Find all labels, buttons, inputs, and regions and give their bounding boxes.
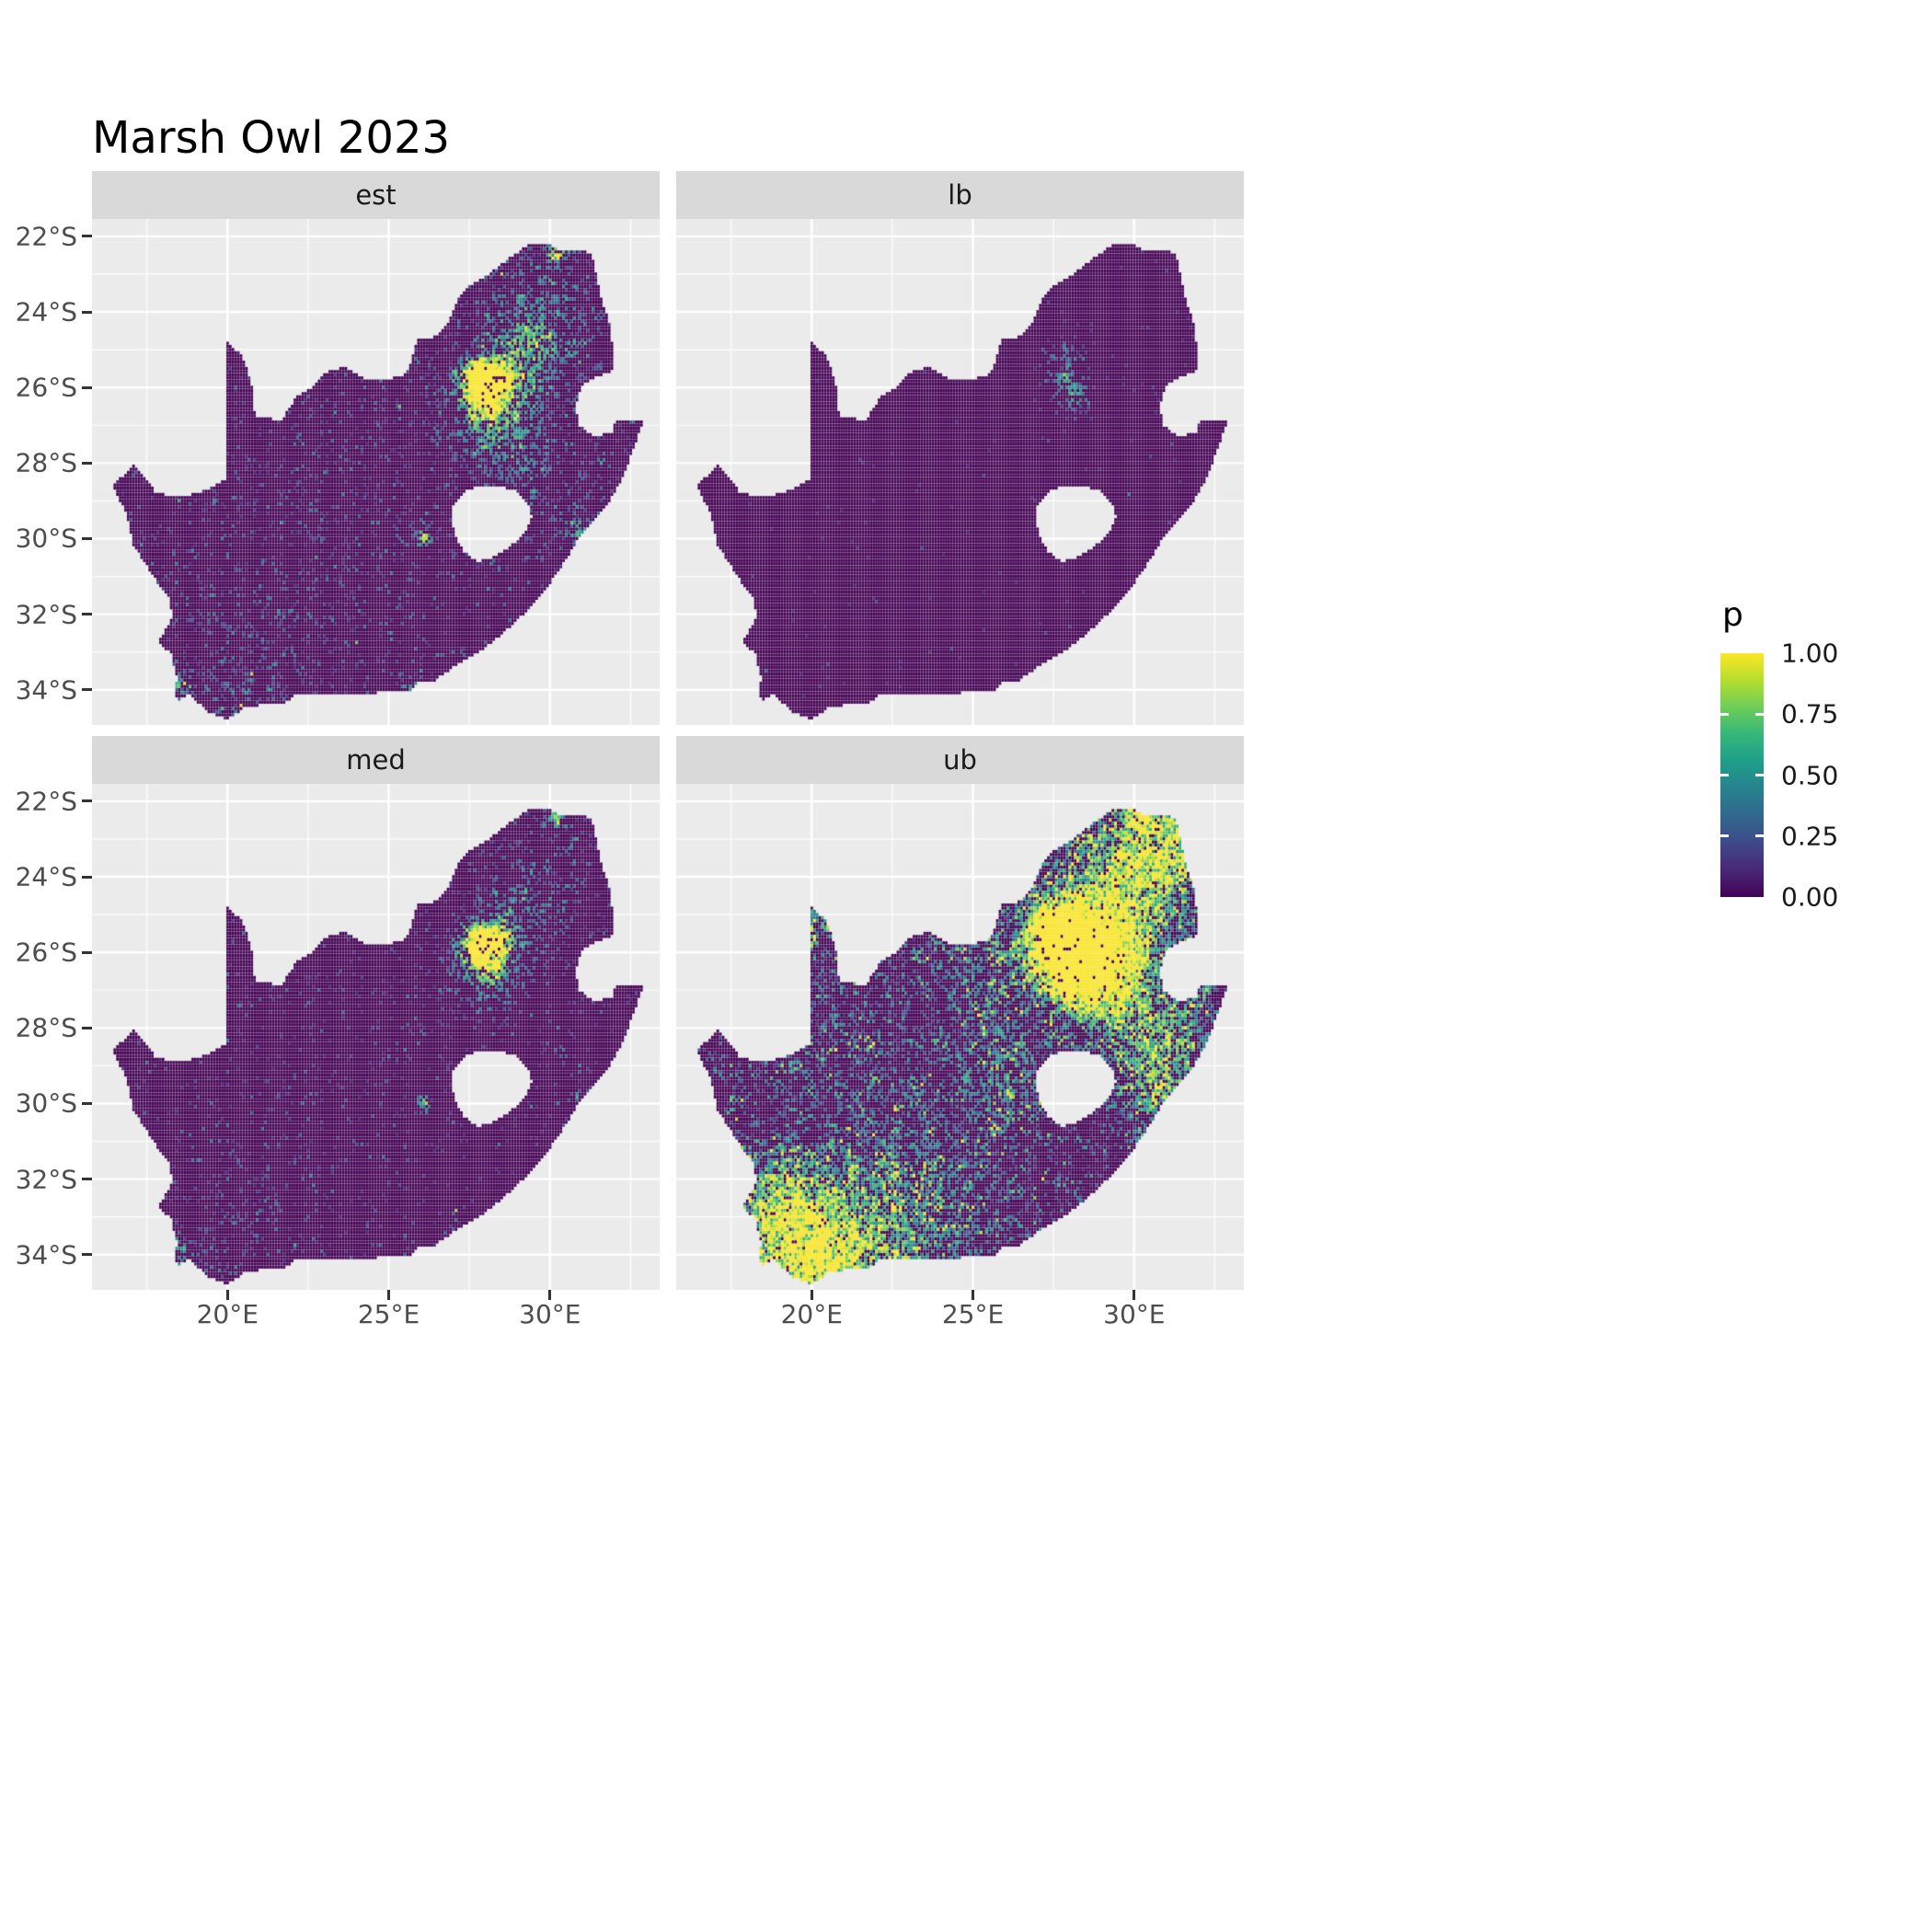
legend-tick-label: 0.25 xyxy=(1781,821,1839,852)
y-tick-mark xyxy=(82,613,92,616)
map-panel-est xyxy=(92,219,660,725)
y-tick-mark xyxy=(82,461,92,465)
y-tick-label: 22°S xyxy=(15,786,77,817)
y-tick-label: 30°S xyxy=(15,1087,77,1119)
map-panel-med xyxy=(92,784,660,1290)
legend-title: p xyxy=(1722,596,1743,634)
y-tick-mark xyxy=(82,1101,92,1105)
x-tick-mark xyxy=(1133,1290,1136,1300)
y-tick-mark xyxy=(82,1253,92,1257)
legend-tick-mark xyxy=(1755,712,1764,716)
map-panel-lb xyxy=(676,219,1244,725)
y-tick-mark xyxy=(82,310,92,314)
x-tick-mark xyxy=(810,1290,813,1300)
plot-title: Marsh Owl 2023 xyxy=(92,112,451,164)
facet-strip-ub: ub xyxy=(676,736,1244,784)
facet-label-ub: ub xyxy=(943,744,977,776)
x-tick-mark xyxy=(387,1290,391,1300)
y-tick-mark xyxy=(82,235,92,238)
x-tick-label: 20°E xyxy=(196,1299,259,1329)
y-tick-label: 30°S xyxy=(15,523,77,554)
y-tick-mark xyxy=(82,1178,92,1181)
y-tick-mark xyxy=(82,385,92,389)
y-tick-mark xyxy=(82,688,92,692)
facet-strip-lb: lb xyxy=(676,171,1244,219)
legend-tick-mark xyxy=(1720,774,1729,776)
x-tick-label: 25°E xyxy=(357,1299,420,1329)
y-tick-mark xyxy=(82,875,92,879)
y-tick-label: 28°S xyxy=(15,1012,77,1043)
x-tick-label: 20°E xyxy=(780,1299,843,1329)
y-tick-mark xyxy=(82,536,92,540)
legend-tick-mark xyxy=(1720,834,1729,838)
y-tick-mark xyxy=(82,950,92,954)
y-tick-label: 28°S xyxy=(15,447,77,478)
legend-tick-label: 0.50 xyxy=(1781,760,1839,790)
y-tick-label: 24°S xyxy=(15,296,77,328)
legend-tick-label: 1.00 xyxy=(1781,638,1839,669)
y-tick-mark xyxy=(82,799,92,803)
facet-label-est: est xyxy=(355,179,397,211)
y-tick-label: 32°S xyxy=(15,1164,77,1195)
x-tick-label: 30°E xyxy=(1103,1299,1166,1329)
legend-tick-label: 0.75 xyxy=(1781,698,1839,730)
y-tick-label: 34°S xyxy=(15,674,77,706)
map-panel-ub xyxy=(676,784,1244,1290)
facet-label-lb: lb xyxy=(948,179,972,211)
y-tick-label: 32°S xyxy=(15,599,77,630)
y-tick-label: 26°S xyxy=(15,372,77,403)
y-tick-label: 26°S xyxy=(15,937,77,968)
x-tick-label: 30°E xyxy=(519,1299,581,1329)
facet-strip-est: est xyxy=(92,171,660,219)
legend-tick-label: 0.00 xyxy=(1781,881,1839,913)
y-tick-label: 22°S xyxy=(15,221,77,252)
x-tick-label: 25°E xyxy=(941,1299,1005,1329)
x-tick-mark xyxy=(225,1290,229,1300)
facet-label-med: med xyxy=(346,744,406,776)
facet-strip-med: med xyxy=(92,736,660,784)
x-tick-mark xyxy=(548,1290,552,1300)
y-tick-label: 24°S xyxy=(15,861,77,892)
y-tick-label: 34°S xyxy=(15,1239,77,1271)
x-tick-mark xyxy=(972,1290,975,1300)
y-tick-mark xyxy=(82,1026,92,1029)
legend-tick-mark xyxy=(1755,774,1764,776)
legend-tick-mark xyxy=(1720,712,1729,716)
legend-tick-mark xyxy=(1755,834,1764,838)
